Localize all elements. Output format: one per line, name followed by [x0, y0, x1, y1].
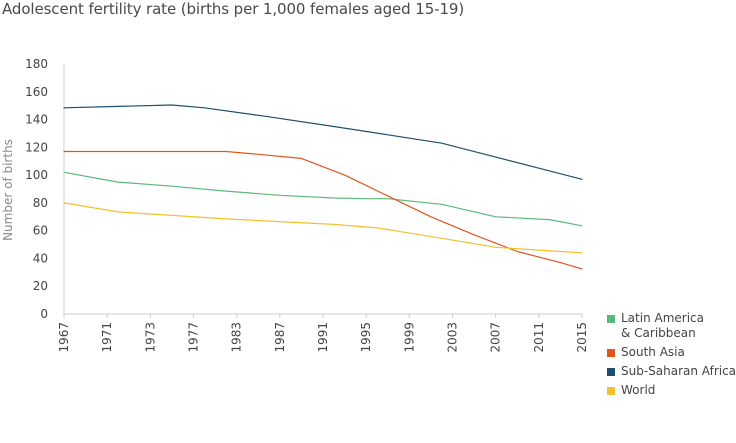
- y-tick-labels: 0 20 40 60 80 100 120 140 160 180: [25, 57, 48, 321]
- legend-swatch: [607, 387, 615, 395]
- legend-item: South Asia: [607, 345, 736, 360]
- x-tick-labels: 1967 1971 1973 1977 1983 1987 1991 1995 1999 2003…: [57, 314, 589, 353]
- y-tick-label: 100: [25, 168, 48, 182]
- x-tick-label: 1991: [316, 322, 330, 353]
- x-tick-label: 2015: [575, 322, 589, 353]
- x-tick-label: 1971: [100, 322, 114, 353]
- x-tick-label: 1987: [273, 322, 287, 353]
- y-tick-label: 40: [33, 251, 48, 265]
- x-tick-label: 2003: [446, 322, 460, 353]
- legend-swatch: [607, 349, 615, 357]
- x-tick-label: 1983: [230, 322, 244, 353]
- legend-item: World: [607, 383, 736, 398]
- y-tick-label: 120: [25, 140, 48, 154]
- x-tick-label: 1995: [359, 322, 373, 353]
- y-tick-label: 20: [33, 279, 48, 293]
- legend-swatch: [607, 368, 615, 376]
- y-tick-label: 160: [25, 85, 48, 99]
- x-tick-label: 1967: [57, 322, 71, 353]
- y-tick-label: 80: [33, 196, 48, 210]
- legend: Latin America & Caribbean South Asia Sub-S…: [607, 311, 736, 402]
- y-tick-label: 60: [33, 224, 48, 238]
- series-line-south-asia: [63, 150, 583, 270]
- legend-label: Latin America & Caribbean: [621, 311, 704, 340]
- x-tick-label: 1973: [143, 322, 157, 353]
- legend-label: Sub-Saharan Africa: [621, 364, 736, 378]
- x-tick-label: 2011: [532, 322, 546, 353]
- legend-item: Latin America & Caribbean: [607, 311, 736, 341]
- series-line-world: [63, 202, 583, 254]
- legend-label: World: [621, 383, 656, 397]
- series-line-sub-saharan-africa: [63, 104, 583, 180]
- y-tick-label: 140: [25, 113, 48, 127]
- y-tick-label: 0: [40, 307, 48, 321]
- legend-item: Sub-Saharan Africa: [607, 364, 736, 379]
- x-tick-label: 2007: [489, 322, 503, 353]
- x-tick-label: 1977: [187, 322, 201, 353]
- y-tick-label: 180: [25, 57, 48, 71]
- x-tick-label: 1999: [402, 322, 416, 353]
- series-lines: [63, 104, 583, 270]
- chart-title: Adolescent fertility rate (births per 1,…: [2, 0, 465, 18]
- legend-label: South Asia: [621, 345, 685, 359]
- y-axis-label: Number of births: [1, 139, 15, 241]
- series-line-latin-america-caribbean: [63, 171, 583, 227]
- legend-swatch: [607, 315, 615, 323]
- axes: [63, 64, 582, 315]
